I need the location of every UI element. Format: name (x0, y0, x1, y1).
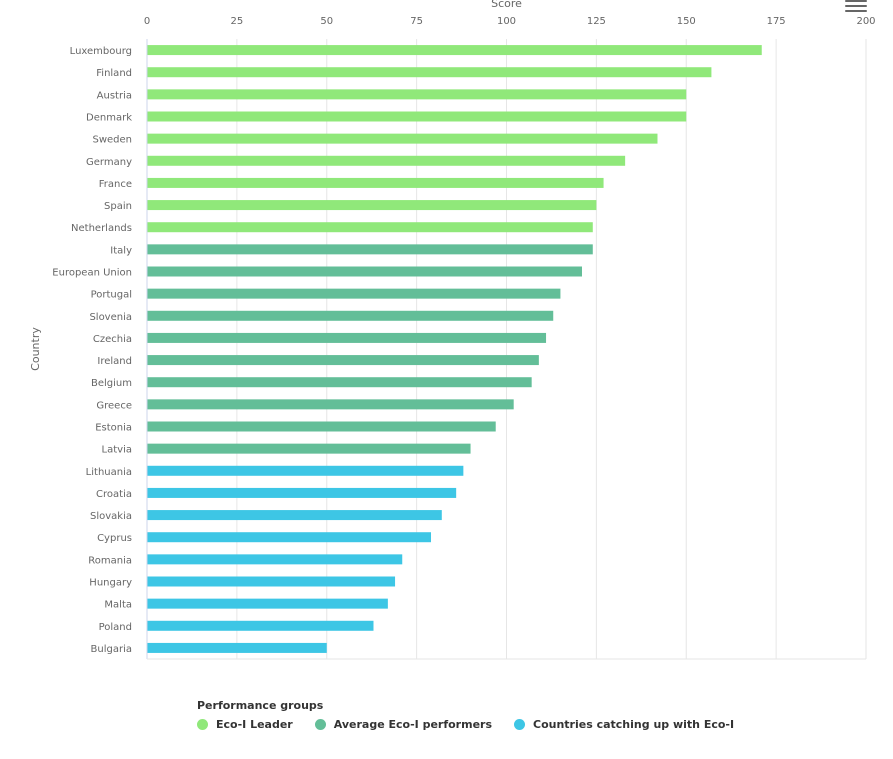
chart-menu-button[interactable] (845, 0, 867, 12)
bar[interactable] (147, 355, 539, 366)
y-tick-label: European Union (52, 268, 132, 279)
legend-dot (514, 719, 525, 730)
y-tick-label: Hungary (89, 578, 132, 589)
bar[interactable] (147, 377, 532, 388)
bar[interactable] (147, 266, 582, 277)
bar[interactable] (147, 554, 403, 565)
y-tick-label: Austria (97, 90, 132, 101)
bar[interactable] (147, 89, 687, 100)
y-tick-label: Luxembourg (70, 46, 132, 57)
y-tick-label: Croatia (96, 489, 132, 500)
y-tick-label: Cyprus (97, 533, 132, 544)
bar[interactable] (147, 620, 374, 631)
x-tick-label: 125 (587, 16, 606, 27)
y-tick-label: Netherlands (71, 223, 132, 234)
bar[interactable] (147, 288, 561, 299)
bar[interactable] (147, 642, 327, 653)
bar[interactable] (147, 133, 658, 144)
y-tick-label: Finland (96, 68, 132, 79)
y-tick-label: Bulgaria (91, 644, 132, 655)
bar[interactable] (147, 177, 604, 188)
y-tick-label: Lithuania (86, 467, 132, 478)
bar[interactable] (147, 465, 464, 476)
bar[interactable] (147, 200, 597, 211)
y-tick-label: Estonia (95, 423, 132, 434)
y-tick-label: Slovakia (90, 511, 132, 522)
x-tick-label: 0 (144, 16, 150, 27)
hamburger-menu-icon (845, 0, 867, 2)
bar[interactable] (147, 67, 712, 78)
legend-title: Performance groups (197, 699, 324, 712)
y-tick-label: Spain (104, 201, 132, 212)
y-tick-label: Malta (104, 600, 132, 611)
y-tick-label: Sweden (92, 135, 132, 146)
x-tick-label: 150 (677, 16, 696, 27)
bar[interactable] (147, 510, 442, 521)
bars (147, 45, 762, 653)
bar[interactable] (147, 532, 432, 543)
bar[interactable] (147, 155, 626, 166)
legend-dot (197, 719, 208, 730)
legend: Performance groups Eco-I Leader Average … (197, 699, 817, 731)
bar[interactable] (147, 421, 496, 432)
legend-items: Eco-I Leader Average Eco-I performers Co… (197, 718, 817, 731)
x-tick-label: 100 (497, 16, 516, 27)
y-tick-label: Slovenia (89, 312, 132, 323)
y-tick-label: Greece (96, 400, 132, 411)
hamburger-menu-icon-line (845, 5, 867, 7)
y-tick-label: Italy (110, 245, 132, 256)
bar[interactable] (147, 598, 388, 609)
y-axis-title: Country (29, 327, 42, 371)
bar[interactable] (147, 443, 471, 454)
bar[interactable] (147, 244, 593, 255)
y-tick-label: Latvia (102, 445, 132, 456)
y-tick-label: Belgium (91, 378, 132, 389)
y-axis-ticks: Luxembourg Finland Austria Denmark Sweden Ger… (52, 46, 132, 655)
bar[interactable] (147, 45, 762, 56)
gridlines (146, 39, 867, 660)
y-tick-label: Czechia (93, 334, 132, 345)
legend-item-catching-up[interactable]: Countries catching up with Eco-I (514, 718, 734, 731)
bar[interactable] (147, 222, 593, 233)
y-tick-label: Poland (99, 622, 132, 633)
bar[interactable] (147, 576, 396, 587)
legend-label: Average Eco-I performers (333, 718, 492, 731)
y-tick-label: Germany (86, 157, 132, 168)
bar[interactable] (147, 310, 554, 321)
x-axis-ticks: 0 25 50 75 100 125 150 175 200 (144, 16, 876, 27)
y-tick-label: Ireland (97, 356, 132, 367)
hamburger-menu-icon-line (845, 10, 867, 12)
legend-item-eco-i-leader[interactable]: Eco-I Leader (197, 718, 293, 731)
y-tick-label: France (99, 179, 132, 190)
y-tick-label: Romania (88, 555, 132, 566)
y-tick-label: Denmark (86, 113, 132, 124)
bar[interactable] (147, 332, 547, 343)
legend-item-average-performers[interactable]: Average Eco-I performers (314, 718, 492, 731)
x-tick-label: 25 (231, 16, 244, 27)
y-tick-label: Portugal (91, 290, 132, 301)
x-axis-title: Score (491, 0, 522, 10)
legend-label: Eco-I Leader (216, 718, 293, 731)
legend-label: Countries catching up with Eco-I (533, 718, 735, 731)
bar[interactable] (147, 111, 687, 122)
x-tick-label: 175 (767, 16, 786, 27)
x-tick-label: 75 (410, 16, 423, 27)
bar[interactable] (147, 399, 514, 410)
bar[interactable] (147, 487, 457, 498)
x-tick-label: 200 (856, 16, 875, 27)
x-tick-label: 50 (320, 16, 333, 27)
legend-dot (314, 719, 326, 730)
